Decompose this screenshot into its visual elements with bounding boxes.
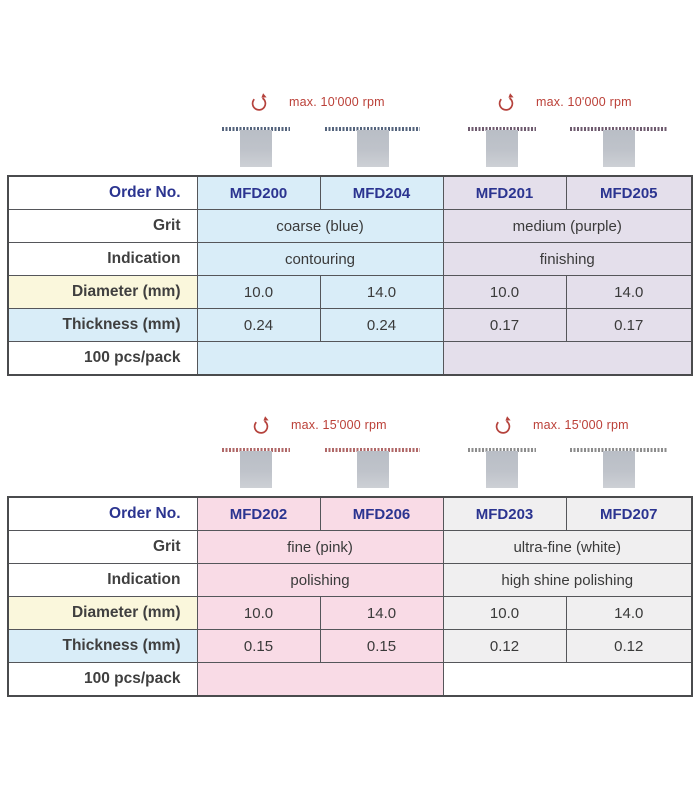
disc-mandrel: [486, 451, 518, 488]
indication-row: Indication contouring finishing: [7, 242, 693, 276]
rpm-max-label: max. 10'000 rpm: [536, 95, 632, 109]
rpm-max-label: max. 15'000 rpm: [291, 418, 387, 432]
indication-row: Indication polishing high shine polishin…: [7, 563, 693, 597]
pack-cell-empty: [196, 341, 444, 376]
rpm-label-group: max. 10'000 rpm: [497, 91, 632, 113]
order-no-cell: MFD205: [565, 175, 693, 210]
diameter-cell: 10.0: [196, 596, 321, 630]
disc-figure-10mm-ultrafine: [468, 448, 536, 488]
diameter-cell: 10.0: [442, 275, 567, 309]
row-label-pack: 100 pcs/pack: [7, 341, 198, 376]
thickness-cell: 0.24: [196, 308, 321, 342]
thickness-row: Thickness (mm) 0.24 0.24 0.17 0.17: [7, 308, 693, 342]
disc-abrasive-line: [468, 127, 536, 131]
row-label-pack: 100 pcs/pack: [7, 662, 198, 697]
diameter-cell: 10.0: [196, 275, 321, 309]
indication-cell: contouring: [196, 242, 444, 276]
diameter-cell: 14.0: [565, 596, 693, 630]
row-label-grit: Grit: [7, 530, 198, 564]
grit-cell: ultra-fine (white): [442, 530, 693, 564]
disc-mandrel: [356, 451, 389, 488]
disc-figure-10mm-coarse: [222, 127, 290, 167]
order-no-cell: MFD204: [319, 175, 444, 210]
order-no-row: Order No. MFD202 MFD206 MFD203 MFD207: [7, 496, 693, 531]
row-label-diameter: Diameter (mm): [7, 275, 198, 309]
disc-mandrel: [486, 130, 518, 167]
row-label-indication: Indication: [7, 242, 198, 276]
order-no-cell: MFD206: [319, 496, 444, 531]
rotation-arrow-icon: [495, 416, 511, 434]
disc-mandrel: [602, 451, 635, 488]
rotation-arrow-icon: [498, 93, 514, 111]
disc-mandrel: [240, 130, 272, 167]
disc-abrasive-line: [570, 127, 667, 131]
disc-figure-14mm-fine: [325, 448, 420, 488]
rpm-max-label: max. 15'000 rpm: [533, 418, 629, 432]
disc-figure-10mm-medium: [468, 127, 536, 167]
grit-cell: medium (purple): [442, 209, 693, 243]
thickness-cell: 0.12: [565, 629, 693, 663]
disc-mandrel: [602, 130, 635, 167]
row-label-order-no: Order No.: [7, 175, 198, 210]
indication-cell: polishing: [196, 563, 444, 597]
thickness-cell: 0.17: [565, 308, 693, 342]
pack-row: 100 pcs/pack: [7, 662, 693, 697]
diameter-row: Diameter (mm) 10.0 14.0 10.0 14.0: [7, 275, 693, 309]
rotation-arrow-icon: [251, 93, 267, 111]
disc-figure-14mm-coarse: [325, 127, 420, 167]
pack-cell-empty: [442, 662, 693, 697]
disc-abrasive-line: [222, 127, 290, 131]
order-no-cell: MFD207: [565, 496, 693, 531]
order-no-row: Order No. MFD200 MFD204 MFD201 MFD205: [7, 175, 693, 210]
disc-abrasive-line: [468, 448, 536, 452]
disc-abrasive-line: [570, 448, 667, 452]
spec-table-fine-ultrafine: Order No. MFD202 MFD206 MFD203 MFD207 Gr…: [7, 496, 693, 697]
spec-table-coarse-medium: Order No. MFD200 MFD204 MFD201 MFD205 Gr…: [7, 175, 693, 376]
thickness-cell: 0.12: [442, 629, 567, 663]
diameter-cell: 14.0: [319, 275, 444, 309]
pack-cell-empty: [196, 662, 444, 697]
order-no-cell: MFD202: [196, 496, 321, 531]
pack-cell-empty: [442, 341, 693, 376]
disc-mandrel: [356, 130, 389, 167]
row-label-thickness: Thickness (mm): [7, 308, 198, 342]
diameter-cell: 10.0: [442, 596, 567, 630]
disc-figure-10mm-fine: [222, 448, 290, 488]
disc-figure-14mm-ultrafine: [570, 448, 667, 488]
row-label-order-no: Order No.: [7, 496, 198, 531]
grit-row: Grit fine (pink) ultra-fine (white): [7, 530, 693, 564]
order-no-cell: MFD200: [196, 175, 321, 210]
disc-abrasive-line: [325, 448, 420, 452]
row-label-indication: Indication: [7, 563, 198, 597]
disc-mandrel: [240, 451, 272, 488]
rpm-label-group: max. 15'000 rpm: [252, 414, 387, 436]
row-label-grit: Grit: [7, 209, 198, 243]
thickness-cell: 0.17: [442, 308, 567, 342]
diameter-cell: 14.0: [319, 596, 444, 630]
order-no-cell: MFD201: [442, 175, 567, 210]
row-label-diameter: Diameter (mm): [7, 596, 198, 630]
rotation-arrow-icon: [253, 416, 269, 434]
thickness-row: Thickness (mm) 0.15 0.15 0.12 0.12: [7, 629, 693, 663]
diameter-row: Diameter (mm) 10.0 14.0 10.0 14.0: [7, 596, 693, 630]
disc-abrasive-line: [222, 448, 290, 452]
rpm-label-group: max. 10'000 rpm: [250, 91, 385, 113]
grit-cell: fine (pink): [196, 530, 444, 564]
indication-cell: finishing: [442, 242, 693, 276]
grit-row: Grit coarse (blue) medium (purple): [7, 209, 693, 243]
disc-figure-14mm-medium: [570, 127, 667, 167]
disc-abrasive-line: [325, 127, 420, 131]
thickness-cell: 0.24: [319, 308, 444, 342]
rpm-max-label: max. 10'000 rpm: [289, 95, 385, 109]
grit-cell: coarse (blue): [196, 209, 444, 243]
rpm-label-group: max. 15'000 rpm: [494, 414, 629, 436]
indication-cell: high shine polishing: [442, 563, 693, 597]
pack-row: 100 pcs/pack: [7, 341, 693, 376]
row-label-thickness: Thickness (mm): [7, 629, 198, 663]
thickness-cell: 0.15: [196, 629, 321, 663]
thickness-cell: 0.15: [319, 629, 444, 663]
diameter-cell: 14.0: [565, 275, 693, 309]
order-no-cell: MFD203: [442, 496, 567, 531]
